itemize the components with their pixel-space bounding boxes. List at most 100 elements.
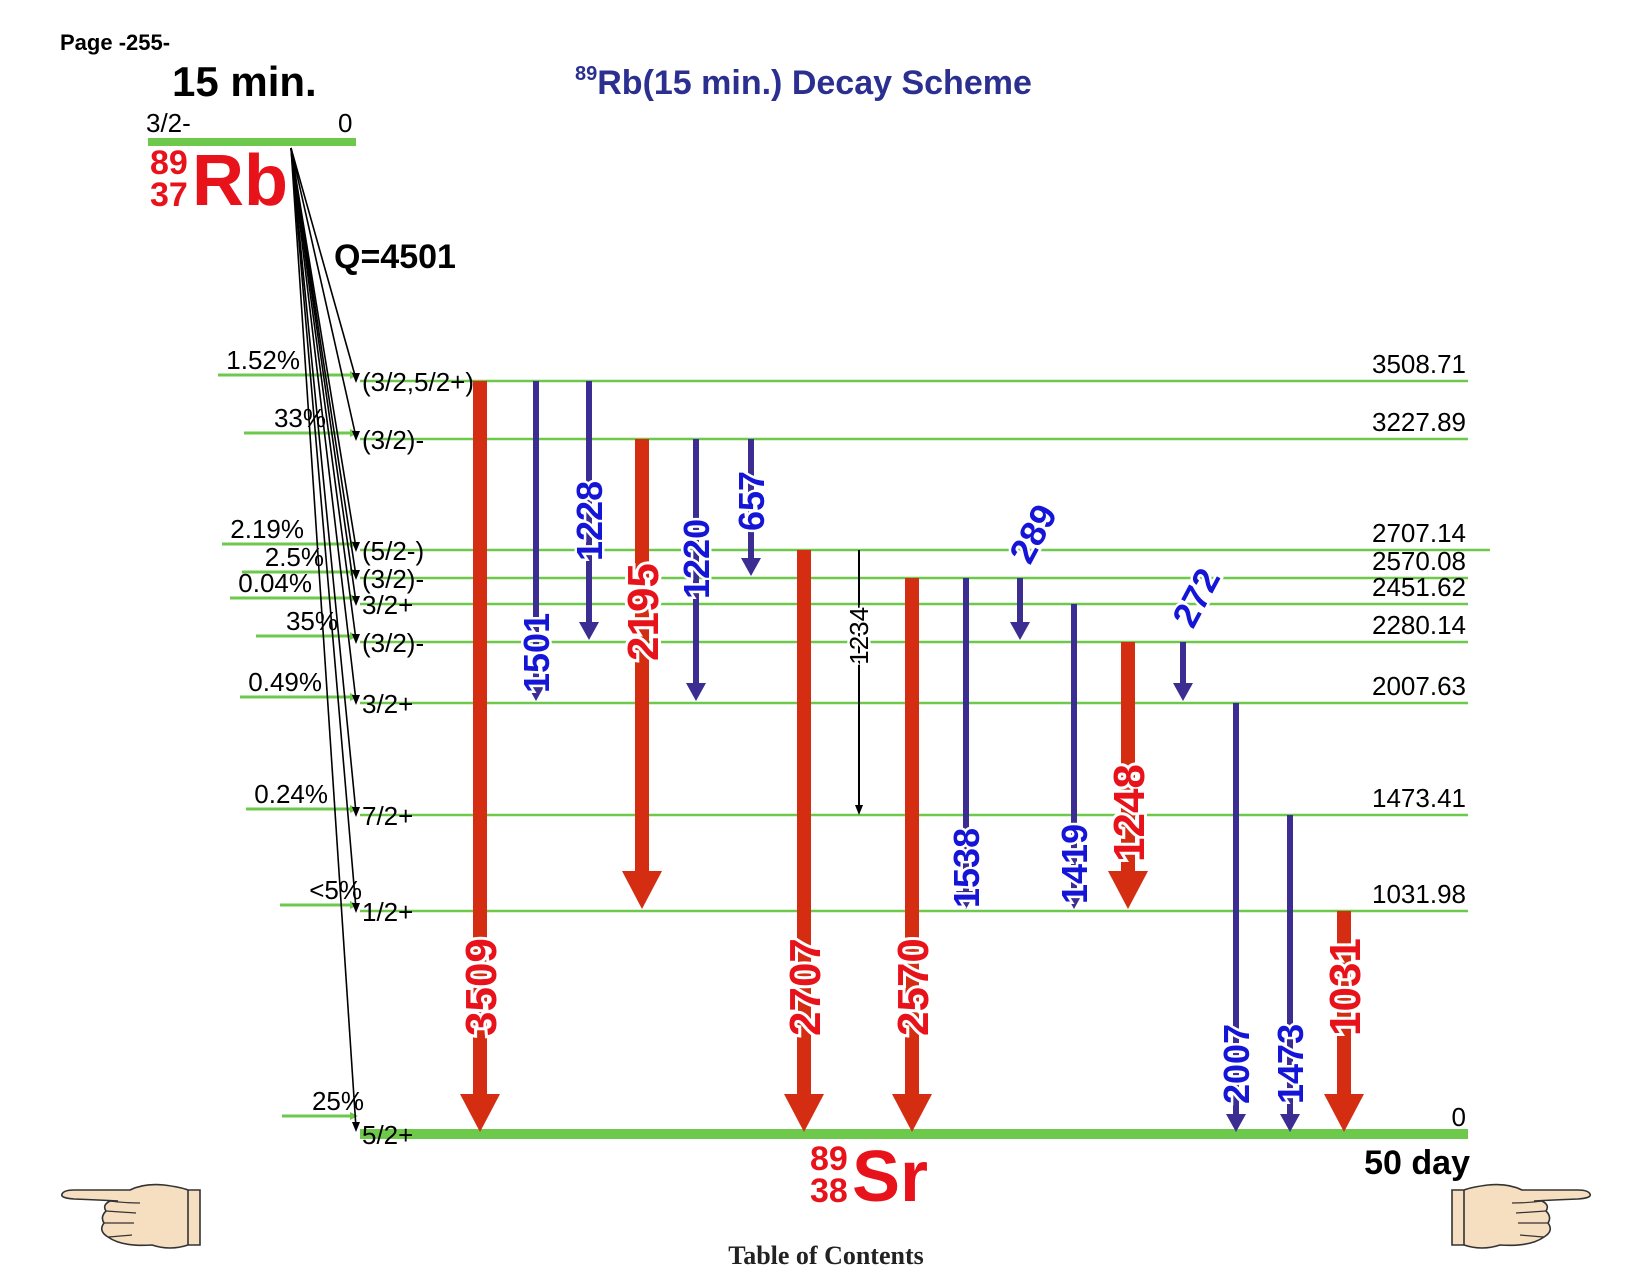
feed-percent: 1.52% [226,345,300,375]
gamma-arrowhead [686,683,706,701]
gamma-1220: 1220 [674,439,720,701]
beta-branch-arrowhead [352,596,360,606]
gamma-label: 1228 [569,481,610,561]
beta-branch-arrowhead [352,570,360,580]
gamma-289: 289 [998,495,1068,640]
level-1473-41: 1473.41 7/2+ [360,783,1468,831]
gamma-arrowhead [1064,891,1084,909]
gamma-label: 2195 [619,563,668,661]
gamma-2195: 2195 [616,439,671,909]
gamma-shaft [858,550,860,805]
gamma-label: 657 [731,471,772,531]
feed-percent: 0.24% [254,779,328,809]
beta-branch-line [290,147,357,702]
level-energy: 1473.41 [1372,783,1466,813]
feed-percent: 35% [286,606,338,636]
feed-percent: 0.04% [238,568,312,598]
beta-feed-3227-89: 33% [244,403,358,437]
daughter-atomic-number: 38 [810,1172,848,1210]
gamma-1419: 1419 [1052,604,1098,909]
gamma-1228: 1228 [567,381,613,640]
prev-page-hand[interactable] [60,1183,201,1249]
gamma-arrowhead [579,622,599,640]
level-energy: 0 [1452,1102,1466,1132]
gamma-arrowhead [1173,683,1193,701]
gamma-shaft [1337,911,1351,1094]
gamma-label: 1031 [1321,938,1370,1036]
gamma-1538: 1538 [944,578,990,911]
gamma-arrowhead [526,683,546,701]
beta-branch-line [290,147,357,1129]
gamma-shaft [963,578,969,891]
gamma-label: 1419 [1054,824,1095,904]
level-energy: 3508.71 [1372,349,1466,379]
beta-feed-2007-63: 0.49% [240,667,358,701]
beta-branch-line [290,147,357,380]
level-spin: 3/2+ [362,689,413,719]
level-spin: 7/2+ [362,801,413,831]
hand-pointing-right-icon [1451,1183,1592,1249]
gamma-arrowhead [460,1094,500,1132]
gamma-657: 657 [729,439,775,576]
gamma-shaft [797,550,811,1094]
gamma-label: 289 [1001,497,1065,569]
gamma-arrowhead [1108,871,1148,909]
parent-atomic-number: 37 [150,176,188,214]
beta-branch-arrowhead [352,373,360,383]
beta-feed-1473-41: 0.24% [246,779,358,813]
daughter-symbol: Sr [852,1137,928,1217]
level-2570-08: 2570.08 (3/2)- [360,546,1468,594]
title-mass-number: 89 [575,63,597,85]
gamma-shaft [1233,703,1239,1114]
gamma-label: 1248 [1105,764,1154,862]
parent-half-life: 15 min. [172,58,317,105]
level-3508-71: 3508.71 (3/2,5/2+) [360,349,1468,397]
gamma-3509: 3509 [454,381,509,1132]
level-0: 0 5/2+ [360,1102,1468,1150]
gamma-shaft [748,439,754,558]
gamma-1473: 1473 [1268,815,1314,1132]
gamma-1031: 1031 [1318,911,1373,1132]
beta-branch-line [290,147,357,438]
level-spin: (5/2-) [362,536,424,566]
gamma-arrowhead [1280,1114,1300,1132]
gamma-label: 2570 [889,938,938,1036]
level-spin: 5/2+ [362,1120,413,1150]
page-title: 89Rb(15 min.) Decay Scheme [575,63,1032,102]
feed-percent: 0.49% [248,667,322,697]
level-energy: 2707.14 [1372,518,1466,548]
gamma-arrowhead [892,1094,932,1132]
feed-arrowhead [350,1112,358,1120]
beta-branch-arrowhead [352,634,360,644]
gamma-arrowhead [1010,622,1030,640]
beta-branch-line [290,147,357,910]
table-of-contents-link[interactable]: Table of Contents [728,1241,924,1270]
gamma-arrowhead [622,871,662,909]
gamma-272: 272 [1161,559,1231,701]
level-3227-89: 3227.89 (3/2)- [360,407,1468,455]
level-spin: (3/2,5/2+) [362,367,474,397]
gamma-2570: 2570 [886,578,941,1132]
gamma-1234: 1234 [842,550,877,815]
beta-branch-arrowhead [352,431,360,441]
q-value: Q=4501 [334,238,456,276]
gamma-label: 1538 [946,828,987,908]
parent-mass-number: 89 [150,144,188,182]
gamma-shaft [1287,815,1293,1114]
gamma-shaft [1071,604,1077,891]
gamma-1248: 1248 [1102,642,1157,909]
gamma-label: 2007 [1216,1024,1257,1104]
beta-branch-line [290,147,357,603]
beta-branch-arrowhead [352,542,360,552]
level-energy: 1031.98 [1372,879,1466,909]
gamma-shaft [1121,642,1135,871]
gamma-shaft [473,381,487,1094]
daughter-half-life: 50 day [1364,1144,1470,1182]
gamma-shaft [533,381,539,683]
next-page-hand[interactable] [1451,1183,1592,1249]
title-text: Rb(15 min.) Decay Scheme [597,64,1032,102]
gamma-arrowhead [741,558,761,576]
